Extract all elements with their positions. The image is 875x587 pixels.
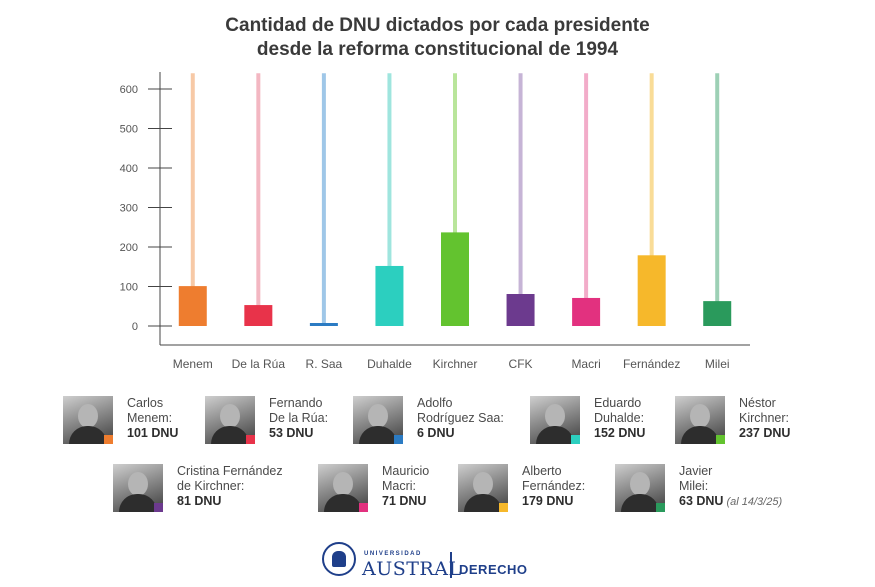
president-photo — [353, 396, 403, 444]
president-photo — [675, 396, 725, 444]
president-name-line: Milei: — [679, 479, 709, 493]
y-tick-label: 500 — [120, 124, 138, 136]
x-category-label: Menem — [173, 357, 213, 371]
president-name-line: Fernando — [269, 396, 323, 410]
color-swatch — [394, 435, 403, 444]
color-swatch — [154, 503, 163, 512]
dnu-count: 101 DNU — [127, 426, 179, 440]
bar-chart: 0 100 200 300 400 500 600 Menem De la Rúa R. Saa D… — [120, 72, 750, 371]
dnu-count: 237 DNU — [739, 426, 791, 440]
president-name-line: Néstor — [739, 396, 776, 410]
president-name-line: de Kirchner: — [177, 479, 245, 493]
bar — [572, 297, 601, 326]
x-category-label: Milei — [705, 357, 730, 371]
bar — [375, 265, 404, 326]
bar — [441, 232, 469, 326]
president-name-line: Duhalde: — [594, 411, 645, 425]
president-photo — [113, 464, 163, 512]
x-category-label: Kirchner — [433, 357, 478, 371]
bar — [309, 323, 338, 326]
color-swatch — [246, 435, 255, 444]
y-tick-label: 200 — [120, 242, 138, 254]
x-category-label: R. Saa — [306, 357, 343, 371]
chart-title-line-2: desde la reforma constitucional de 1994 — [256, 39, 619, 60]
color-swatch — [656, 503, 665, 512]
x-category-label: Duhalde — [367, 357, 412, 371]
president-name-line: Adolfo — [417, 396, 453, 410]
footer-logo: UNIVERSIDAD AUSTRAL DERECHO — [318, 540, 568, 584]
chart-title: Cantidad de DNU dictados por cada presid… — [0, 14, 875, 62]
bar — [637, 255, 666, 326]
president-name-line: Eduardo — [594, 396, 642, 410]
bar — [178, 286, 207, 326]
x-category-label: Macri — [571, 357, 600, 371]
bar — [244, 305, 273, 326]
dnu-count: 71 DNU — [382, 494, 427, 508]
president-name-line: Mauricio — [382, 464, 430, 478]
y-tick-label: 400 — [120, 163, 138, 175]
president-photo — [458, 464, 508, 512]
x-category-label: Fernández — [623, 357, 680, 371]
color-swatch — [359, 503, 368, 512]
dnu-count: 81 DNU — [177, 494, 222, 508]
president-photo — [530, 396, 580, 444]
brand-name: AUSTRAL — [362, 558, 462, 580]
bar — [703, 301, 732, 326]
dnu-count: 6 DNU — [417, 426, 455, 440]
x-category-label: CFK — [509, 357, 533, 371]
y-tick-label: 0 — [132, 321, 138, 333]
dnu-count: 152 DNU — [594, 426, 646, 440]
dnu-count: 179 DNU — [522, 494, 574, 508]
y-tick-label: 600 — [120, 84, 138, 96]
color-swatch — [716, 435, 725, 444]
president-name-line: Menem: — [127, 411, 173, 425]
president-name-line: De la Rúa: — [269, 411, 329, 425]
dnu-count: 53 DNU — [269, 426, 314, 440]
president-name-line: Fernández: — [522, 479, 586, 493]
color-swatch — [571, 435, 580, 444]
y-tick-label: 100 — [120, 282, 138, 294]
president-photo — [205, 396, 255, 444]
x-category-label: De la Rúa — [232, 357, 286, 371]
president-name-line: Rodríguez Saa: — [417, 411, 504, 425]
color-swatch — [499, 503, 508, 512]
president-photo — [63, 396, 113, 444]
date-note: (al 14/3/25) — [726, 496, 783, 508]
president-name-line: Macri: — [382, 479, 417, 493]
president-photo — [615, 464, 665, 512]
y-tick-label: 300 — [120, 203, 138, 215]
president-name-line: Kirchner: — [739, 411, 790, 425]
faculty-name: DERECHO — [459, 562, 528, 577]
president-name-line: Carlos — [127, 396, 164, 410]
color-swatch — [104, 435, 113, 444]
logo-separator — [450, 552, 452, 578]
bar — [506, 294, 535, 326]
university-label: UNIVERSIDAD — [364, 551, 422, 557]
president-name-line: Alberto — [522, 464, 562, 478]
president-name-line: Javier — [679, 464, 713, 478]
university-seal-icon — [322, 542, 356, 576]
president-photo — [318, 464, 368, 512]
dnu-count: 63 DNU — [679, 494, 724, 508]
chart-title-line-1: Cantidad de DNU dictados por cada presid… — [225, 15, 650, 36]
president-name-line: Cristina Fernández — [177, 464, 283, 478]
